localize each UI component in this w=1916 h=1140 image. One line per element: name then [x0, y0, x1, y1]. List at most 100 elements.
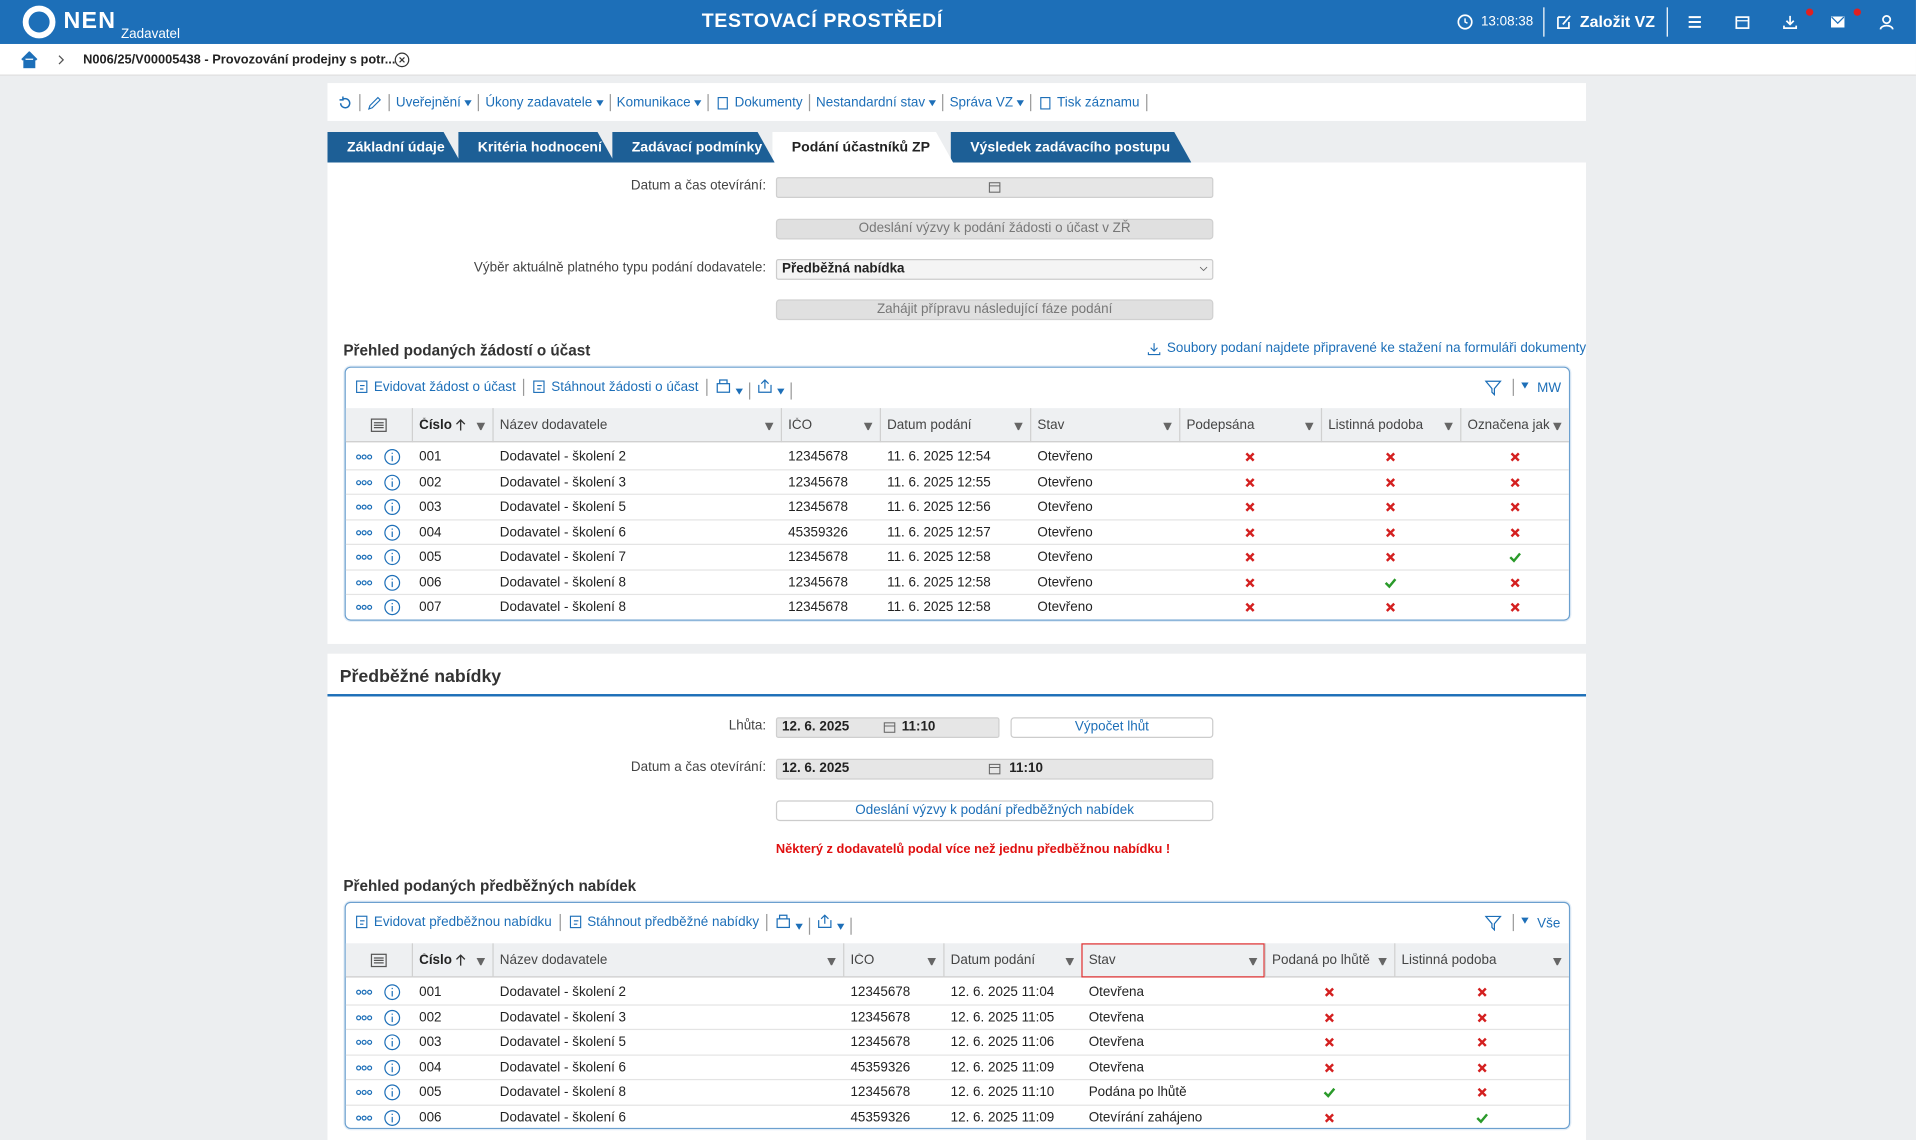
tab[interactable]: Zadávací podmínky	[612, 132, 775, 163]
row-info[interactable]	[384, 1084, 401, 1101]
breadcrumb[interactable]: N006/25/V00005438 - Provozování prodejny…	[83, 52, 396, 68]
date-input[interactable]	[775, 717, 1000, 739]
column-label[interactable]: Podaná po lhůtě	[1271, 953, 1370, 968]
row-menu[interactable]	[356, 448, 373, 465]
calendar-icon[interactable]	[1734, 13, 1751, 30]
row-info[interactable]	[384, 549, 401, 566]
column-label[interactable]: IČO	[850, 953, 875, 968]
column-header[interactable]	[1030, 408, 1179, 443]
tab[interactable]: Podání účastníků ZP	[772, 132, 953, 163]
row-menu[interactable]	[356, 524, 373, 541]
row-menu[interactable]	[356, 1034, 373, 1051]
table-action[interactable]: Stáhnout žádosti o účast	[551, 380, 699, 395]
row-info[interactable]	[384, 1109, 401, 1126]
column-header[interactable]	[492, 408, 780, 443]
row-info[interactable]	[384, 473, 401, 490]
column-label[interactable]: Datum podání	[950, 953, 1036, 968]
column-header[interactable]	[1264, 943, 1395, 978]
column-header[interactable]	[943, 943, 1081, 978]
action-icon[interactable]	[354, 914, 370, 930]
toolbar-item[interactable]: Komunikace	[616, 95, 691, 110]
row-info[interactable]	[384, 448, 401, 465]
type-select[interactable]: Předběžná nabídka	[775, 259, 1214, 280]
send-button[interactable]: Odeslání výzvy k podání žádosti o účast …	[775, 218, 1214, 240]
column-header[interactable]	[1320, 408, 1460, 443]
row-menu[interactable]	[356, 1059, 373, 1076]
action-icon[interactable]	[354, 379, 370, 395]
row-menu[interactable]	[356, 1084, 373, 1101]
row-info[interactable]	[384, 499, 401, 516]
row-menu[interactable]	[356, 599, 373, 616]
column-header[interactable]	[492, 943, 843, 978]
row-menu[interactable]	[356, 574, 373, 591]
row-info[interactable]	[384, 524, 401, 541]
row-info[interactable]	[384, 984, 401, 1001]
row-info[interactable]	[384, 1059, 401, 1076]
row-info[interactable]	[384, 599, 401, 616]
table-tools[interactable]	[714, 378, 812, 400]
action-icon[interactable]	[568, 914, 584, 930]
table-action[interactable]: Evidovat žádost o účast	[373, 380, 516, 395]
date-input[interactable]	[775, 177, 1214, 198]
filter-icon[interactable]	[1484, 379, 1502, 397]
filter-icon[interactable]	[1484, 914, 1502, 932]
download-icon[interactable]	[1782, 13, 1799, 30]
column-label[interactable]: Název dodavatele	[499, 953, 608, 968]
column-header[interactable]	[879, 408, 1030, 443]
table-tools[interactable]	[775, 913, 873, 935]
menu-icon[interactable]	[1686, 13, 1703, 30]
view-select[interactable]: MW	[1537, 381, 1562, 396]
row-menu[interactable]	[356, 984, 373, 1001]
column-label[interactable]: Podepsána	[1186, 417, 1255, 433]
view-select[interactable]: Vše	[1537, 916, 1561, 932]
toolbar-item[interactable]: Dokumenty	[734, 95, 803, 110]
column-label[interactable]: Listinná podoba	[1328, 417, 1424, 433]
column-label[interactable]: Stav	[1037, 417, 1065, 433]
create-icon[interactable]	[1555, 13, 1572, 30]
column-label[interactable]: IČO	[788, 417, 813, 433]
calc-button[interactable]: Výpočet lhůt	[1010, 717, 1214, 739]
user-icon[interactable]	[1878, 13, 1895, 30]
column-header[interactable]	[411, 408, 493, 443]
row-menu[interactable]	[356, 473, 373, 490]
send-button[interactable]: Odeslání výzvy k podání předběžných nabí…	[775, 800, 1214, 822]
home-icon[interactable]	[21, 50, 38, 69]
row-info[interactable]	[384, 1009, 401, 1026]
column-header[interactable]	[411, 943, 493, 978]
column-label[interactable]: Označena jako ne	[1467, 417, 1550, 433]
columns-icon[interactable]	[370, 952, 387, 969]
row-menu[interactable]	[356, 1009, 373, 1026]
row-info[interactable]	[384, 574, 401, 591]
column-header[interactable]	[1460, 408, 1569, 443]
row-menu[interactable]	[356, 549, 373, 566]
toolbar-item[interactable]: Uveřejnění	[395, 95, 461, 110]
mail-icon[interactable]	[1829, 13, 1846, 30]
table-action[interactable]: Evidovat předběžnou nabídku	[373, 915, 552, 930]
toolbar-item[interactable]: Úkony zadavatele	[485, 95, 593, 110]
column-header[interactable]	[843, 943, 943, 978]
column-header[interactable]	[780, 408, 880, 443]
toolbar-item[interactable]: Tisk záznamu	[1057, 95, 1140, 110]
toolbar-item[interactable]: Správa VZ	[949, 95, 1014, 110]
column-header[interactable]	[1394, 943, 1569, 978]
row-info[interactable]	[384, 1034, 401, 1051]
next-button[interactable]: Zahájit přípravu následující fáze podání	[775, 299, 1214, 321]
table-action[interactable]: Stáhnout předběžné nabídky	[587, 915, 760, 930]
row-menu[interactable]	[356, 1109, 373, 1126]
tab[interactable]: Výsledek zadávacího postupu	[951, 132, 1192, 163]
date-input[interactable]	[775, 758, 1214, 780]
column-header[interactable]	[1179, 408, 1321, 443]
create-button[interactable]: Založit VZ	[1579, 12, 1655, 31]
column-label[interactable]: Číslo	[419, 417, 452, 433]
column-header[interactable]	[1081, 943, 1265, 978]
tab[interactable]: Základní údaje	[327, 132, 460, 163]
download-note[interactable]: Soubory podaní najdete připravené ke sta…	[1146, 341, 1586, 356]
columns-icon[interactable]	[370, 417, 387, 434]
close-icon[interactable]	[393, 51, 410, 68]
column-label[interactable]: Číslo	[419, 953, 452, 968]
action-icon[interactable]	[532, 379, 548, 395]
row-menu[interactable]	[356, 499, 373, 516]
tab[interactable]: Kritéria hodnocení	[458, 132, 614, 163]
toolbar-item[interactable]: Nestandardní stav	[816, 95, 926, 110]
column-label[interactable]: Datum podání	[887, 417, 972, 433]
